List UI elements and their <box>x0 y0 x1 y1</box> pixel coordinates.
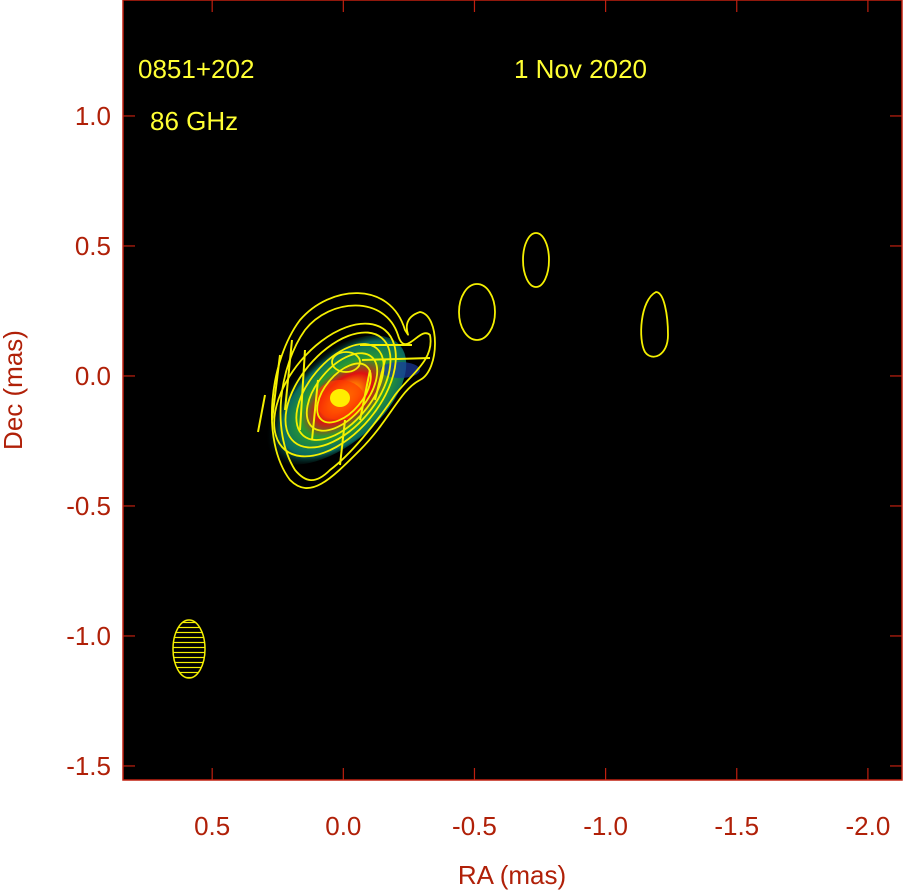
y-tick-label: 0.0 <box>75 361 111 391</box>
source-label: 0851+202 <box>138 54 254 84</box>
y-tick-label: 0.5 <box>75 231 111 261</box>
y-tick-label: -0.5 <box>66 491 111 521</box>
plot-area <box>122 0 903 781</box>
y-tick-label: 1.0 <box>75 101 111 131</box>
x-tick-label: 0.5 <box>194 811 230 841</box>
y-tick-label: -1.0 <box>66 621 111 651</box>
x-tick-label: 0.0 <box>325 811 361 841</box>
x-tick-label: -1.0 <box>583 811 628 841</box>
polarization-vectors <box>257 339 431 466</box>
x-tick-label: -2.0 <box>845 811 890 841</box>
date-label: 1 Nov 2020 <box>514 54 647 84</box>
y-axis-label: Dec (mas) <box>0 330 28 450</box>
x-axis-label: RA (mas) <box>458 860 566 890</box>
x-tick-label: -1.5 <box>714 811 759 841</box>
beam <box>172 619 206 679</box>
y-tick-label: -1.5 <box>66 751 111 781</box>
frequency-label: 86 GHz <box>150 106 238 136</box>
contours <box>270 232 669 489</box>
x-tick-label: -0.5 <box>452 811 497 841</box>
